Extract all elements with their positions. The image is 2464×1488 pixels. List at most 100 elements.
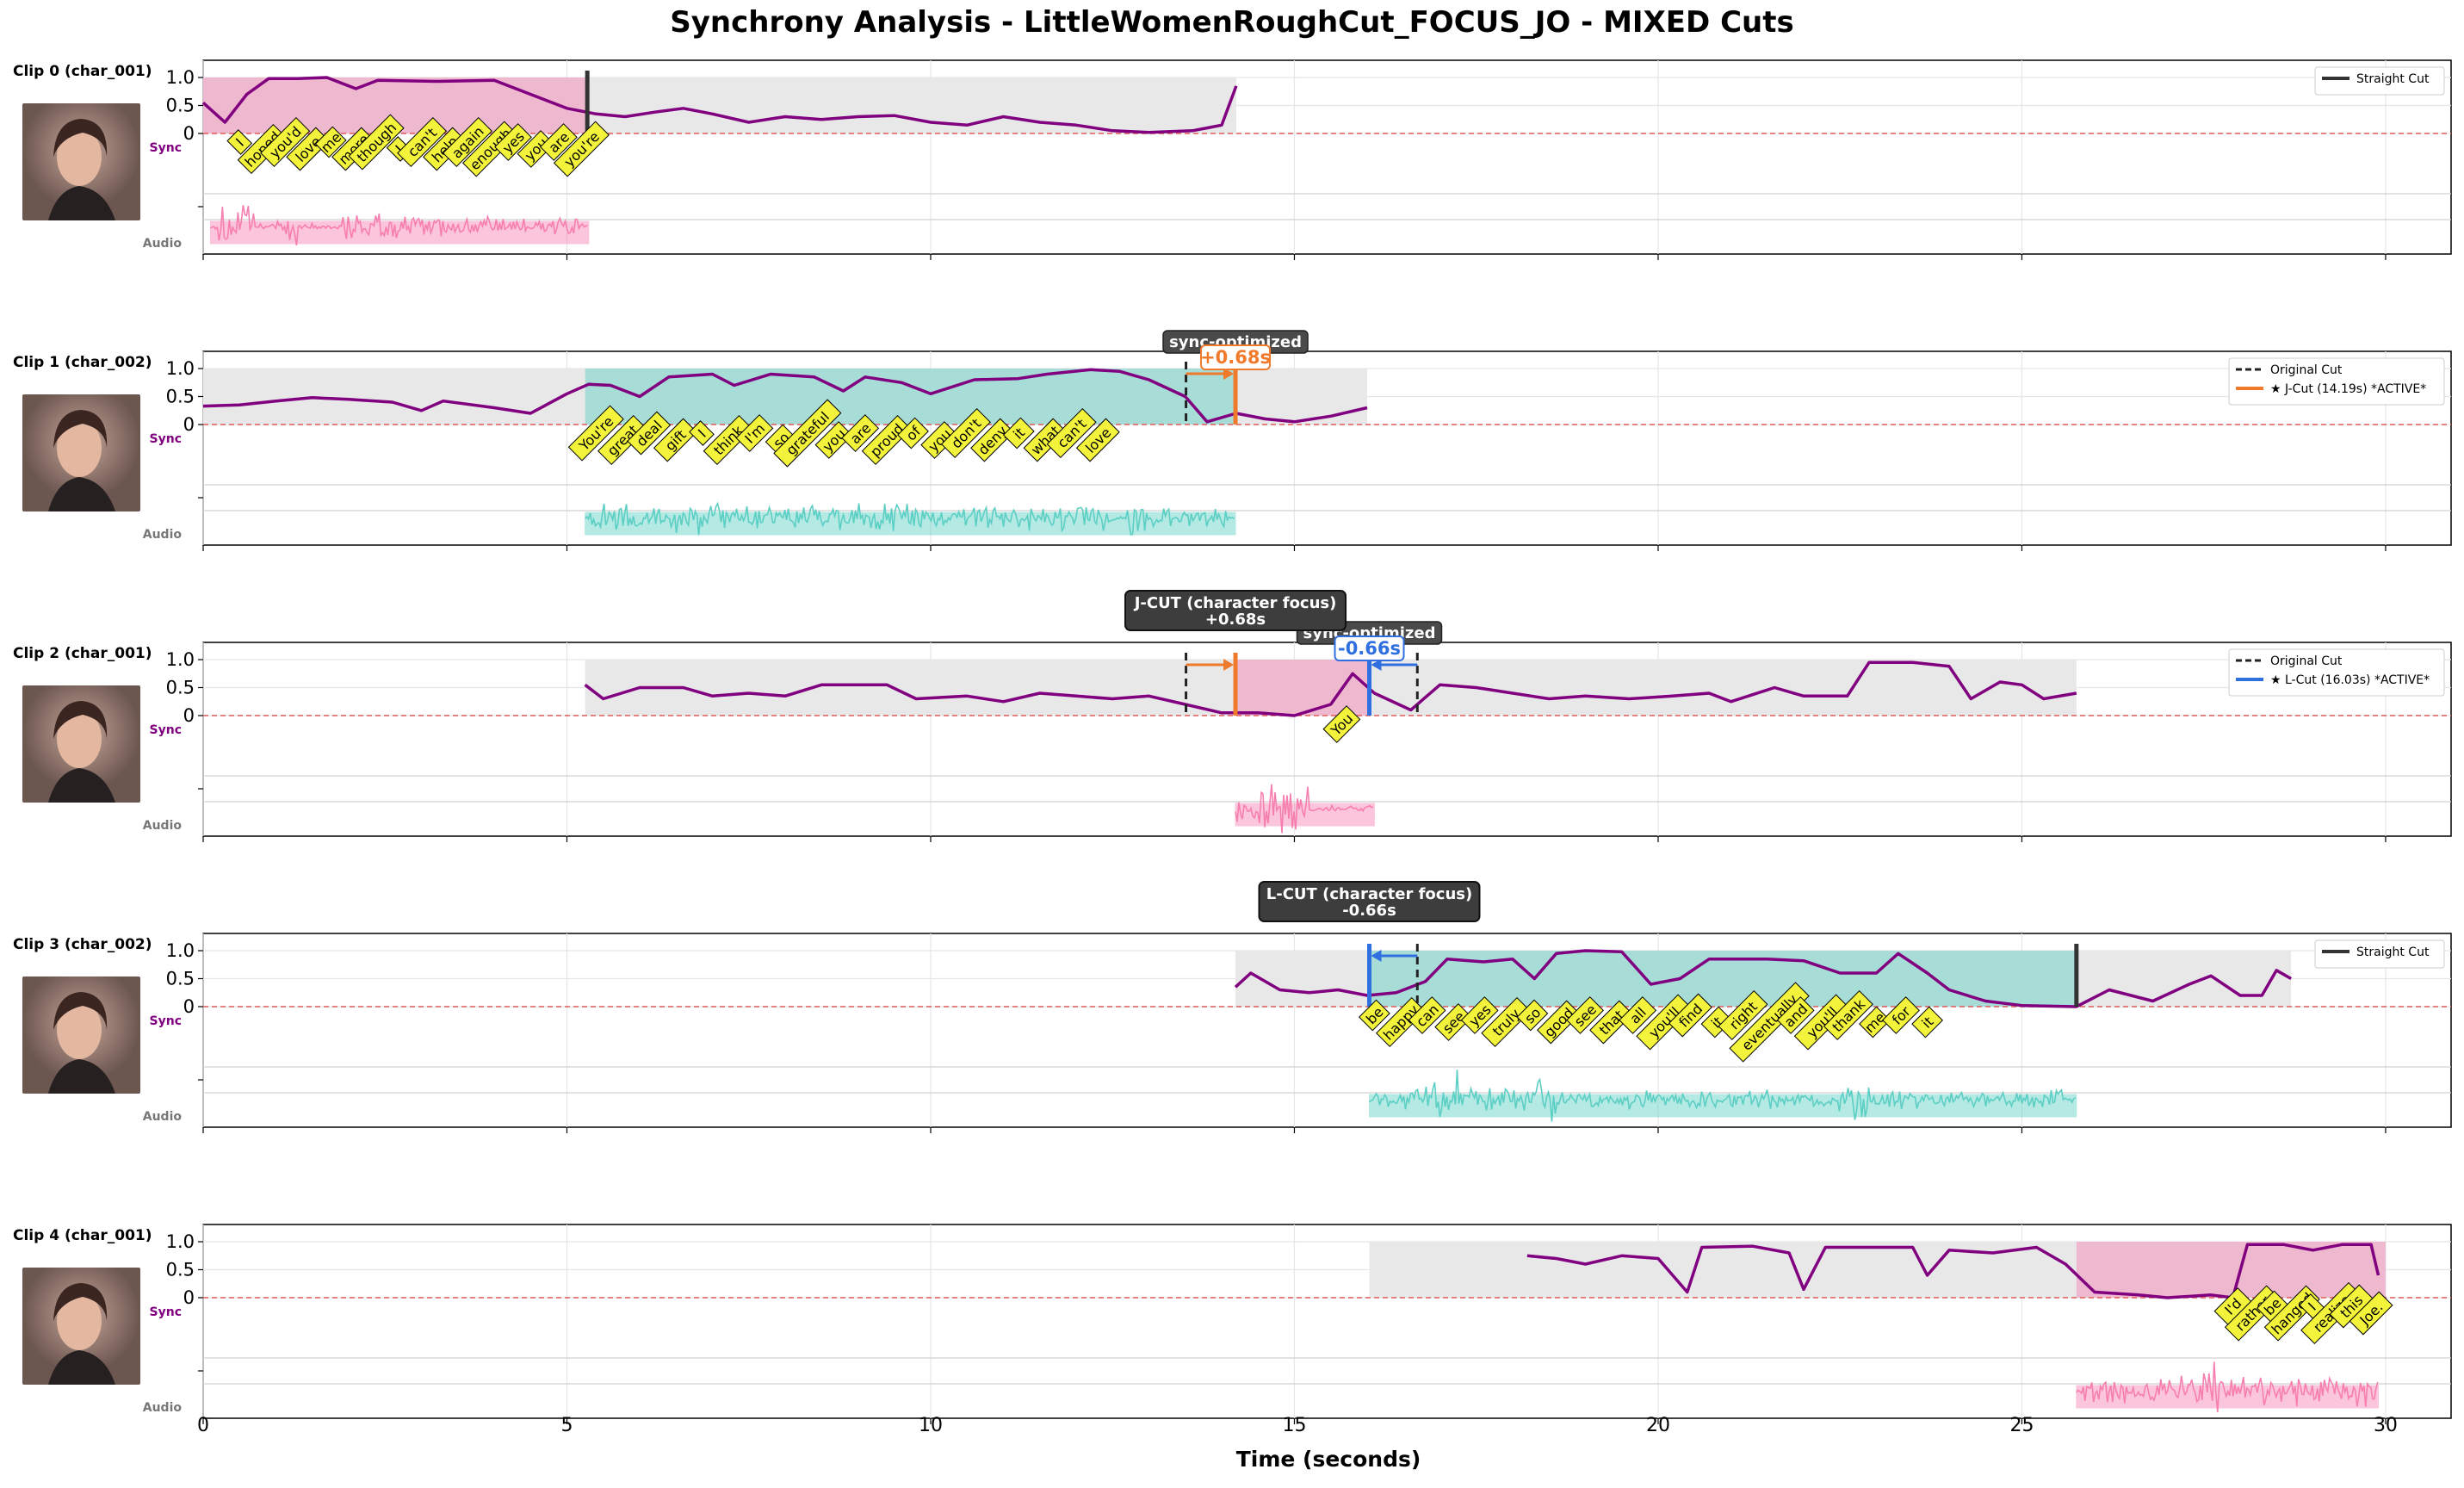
x-tick-label: 10 <box>919 1415 943 1436</box>
y-tick-label: 1.0 <box>166 1231 195 1252</box>
word-label-box <box>494 123 532 161</box>
clip-span-band <box>585 660 2077 716</box>
clip-0-sync-label: Sync <box>149 141 182 155</box>
cut-info-label: -0.66s <box>1342 902 1396 920</box>
j-cut-arrowhead <box>1223 659 1235 671</box>
clip-span-band <box>1369 1242 2386 1298</box>
clip-4-label: Clip 4 (char_001) <box>13 1227 152 1244</box>
word-label-box <box>539 123 578 161</box>
audio-waveform <box>1368 1070 2077 1122</box>
clip-1-sync-label: Sync <box>149 432 182 446</box>
word-label: it <box>1911 1006 1943 1038</box>
page-title: Synchrony Analysis - LittleWomenRoughCut… <box>670 5 1794 40</box>
y-tick-label: 1.0 <box>166 649 195 670</box>
x-tick-label: 0 <box>197 1415 209 1436</box>
legend-entry: Straight Cut <box>2356 72 2430 86</box>
word-label-box <box>1718 990 1768 1040</box>
y-tick-label: 0 <box>183 996 195 1017</box>
word-label: it <box>1002 417 1035 450</box>
word-label-box <box>314 126 347 158</box>
clip-0-label: Clip 0 (char_001) <box>13 63 152 80</box>
word-label: can't <box>397 117 448 167</box>
cut-info-box <box>1258 881 1481 922</box>
y-tick-label: 1.0 <box>166 67 195 88</box>
offset-tag: +0.68s <box>1200 347 1271 368</box>
word-label-box <box>2349 1291 2393 1336</box>
word-label-box <box>1729 982 1810 1063</box>
word-label-box <box>1589 1000 1634 1045</box>
word-label-box <box>553 121 610 177</box>
word-label-box <box>1516 999 1549 1032</box>
clip-2-sync-label: Sync <box>149 723 182 737</box>
word-label: I <box>2299 1293 2325 1319</box>
speaker-span-band <box>585 369 1236 425</box>
word-label-box <box>597 415 647 465</box>
clip-4-sync-label: Sync <box>149 1305 182 1319</box>
word-label: you <box>517 130 555 168</box>
offset-tag: -0.66s <box>1338 638 1401 659</box>
legend-entry: ★ L-Cut (16.03s) *ACTIVE* <box>2270 673 2430 687</box>
clip-0-audio-label: Audio <box>142 237 182 251</box>
audio-span-band <box>209 220 590 245</box>
cut-info-label: J-CUT (character focus) <box>1133 594 1337 612</box>
sync-curve <box>202 368 1368 424</box>
word-label-box <box>397 117 448 167</box>
word-label-box <box>461 121 519 177</box>
clip-4-audio-label: Audio <box>142 1401 182 1415</box>
y-tick-label: 0 <box>183 1287 195 1308</box>
y-tick-label: 0.5 <box>166 969 195 989</box>
y-tick-label: 1.0 <box>166 358 195 379</box>
word-label-box <box>897 417 929 450</box>
x-tick-label: 30 <box>2374 1415 2398 1436</box>
word-label-box <box>1322 705 1361 743</box>
x-tick-label: 25 <box>2009 1415 2034 1436</box>
clip-span-band <box>203 369 1367 425</box>
x-tick-label: 5 <box>560 1415 573 1436</box>
audio-waveform <box>209 205 588 246</box>
x-tick-label: 15 <box>1282 1415 1306 1436</box>
legend-box <box>2228 648 2445 697</box>
offset-tag-box <box>1200 344 1272 370</box>
word-label-box <box>1408 996 1446 1034</box>
word-label-box <box>1481 997 1532 1047</box>
clip-2-thumbnail <box>22 685 140 803</box>
clip-0-panel: 1.00.50 Ihopedyou'dlovememorethoughIcan't… <box>166 59 2452 260</box>
word-label-box <box>1046 408 1097 458</box>
clip-3-panel: 1.00.50 behappycanseeyestrulysogoodseetha… <box>166 881 2452 1133</box>
sync-curve <box>201 76 1238 134</box>
word-label-box <box>940 408 991 458</box>
clip-2-label: Clip 2 (char_001) <box>13 645 152 662</box>
y-tick-label: 0 <box>183 123 195 144</box>
word-label-box <box>861 415 912 465</box>
word-label-box <box>1668 993 1712 1038</box>
clip-3-thumbnail <box>22 976 140 1094</box>
y-tick-label: 0 <box>183 705 195 726</box>
word-label-box <box>1376 997 1426 1047</box>
legend-box <box>2314 939 2445 969</box>
l-cut-arrowhead <box>1371 659 1382 671</box>
audio-waveform <box>1235 784 1374 834</box>
word-label-box <box>1434 1003 1473 1041</box>
word-label-box <box>1359 999 1390 1032</box>
word-label-box <box>1636 994 1693 1051</box>
word-label-box <box>1859 1006 1891 1038</box>
word-label-box <box>1075 418 1120 462</box>
word-label-box <box>1776 996 1815 1034</box>
clip-3-label: Clip 3 (char_002) <box>13 936 152 953</box>
word-label: of <box>897 417 929 450</box>
legend-entry: Straight Cut <box>2356 946 2430 959</box>
word-label-box <box>286 127 331 171</box>
clip-2-audio-label: Audio <box>142 819 182 833</box>
audio-waveform <box>2076 1361 2379 1413</box>
j-cut-arrowhead <box>1223 368 1235 380</box>
clip-3-sync-label: Sync <box>149 1014 182 1028</box>
word-label-box <box>1823 990 1873 1040</box>
y-tick-label: 0.5 <box>166 387 195 407</box>
sync-curve <box>584 660 2077 717</box>
word-label-box <box>517 130 555 168</box>
clip-4-thumbnail <box>22 1268 140 1385</box>
word-label-box <box>226 129 253 155</box>
legend-box <box>2228 357 2445 406</box>
